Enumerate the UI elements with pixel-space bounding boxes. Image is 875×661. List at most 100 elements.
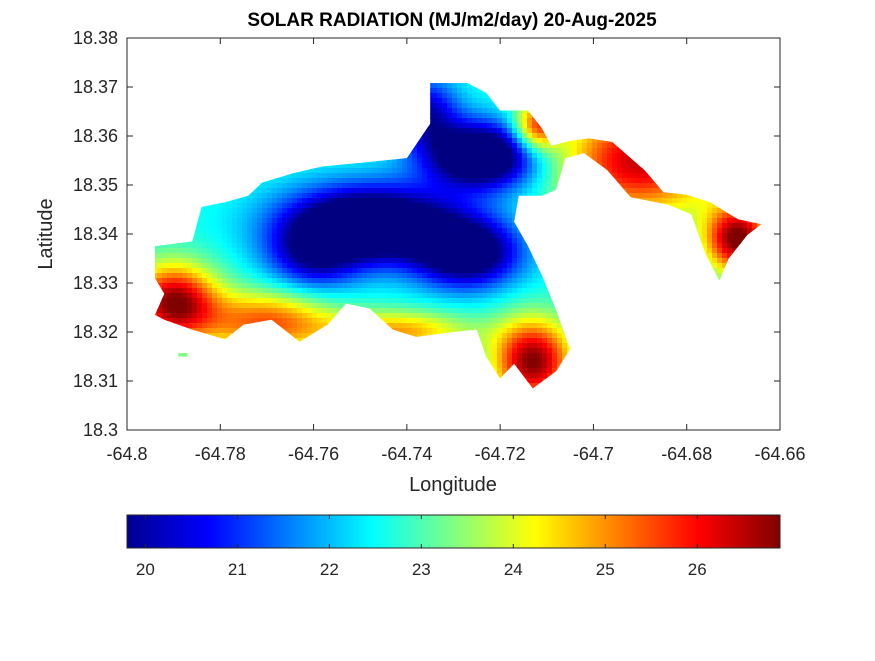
heatmap-cell bbox=[367, 263, 373, 269]
heatmap-cell bbox=[332, 313, 338, 319]
heatmap-cell bbox=[227, 253, 233, 259]
heatmap-cell bbox=[187, 318, 193, 324]
heatmap-cell bbox=[292, 323, 298, 329]
heatmap-cell bbox=[392, 193, 398, 199]
heatmap-cell bbox=[232, 258, 238, 264]
heatmap-cell bbox=[437, 273, 443, 279]
heatmap-cell bbox=[407, 328, 413, 334]
heatmap-cell bbox=[427, 288, 433, 294]
heatmap-cell bbox=[207, 308, 213, 314]
heatmap-cell bbox=[157, 278, 163, 284]
heatmap-cell bbox=[307, 298, 313, 304]
heatmap-cell bbox=[432, 118, 438, 124]
heatmap-cell bbox=[207, 233, 213, 239]
heatmap-cell bbox=[222, 323, 228, 329]
heatmap-cell bbox=[392, 253, 398, 259]
heatmap-cell bbox=[432, 288, 438, 294]
heatmap-cell bbox=[297, 218, 303, 224]
heatmap-cell bbox=[272, 313, 278, 319]
heatmap-cell bbox=[417, 218, 423, 224]
heatmap-cell bbox=[172, 248, 178, 254]
heatmap-cell bbox=[222, 273, 228, 279]
heatmap-cell bbox=[422, 253, 428, 259]
heatmap-cell bbox=[307, 173, 313, 179]
heatmap-cell bbox=[412, 253, 418, 259]
heatmap-cell bbox=[322, 168, 328, 174]
heatmap-cell bbox=[337, 218, 343, 224]
heatmap-cell bbox=[297, 303, 303, 309]
heatmap-cell bbox=[372, 168, 378, 174]
heatmap-cell bbox=[287, 308, 293, 314]
heatmap-cell bbox=[157, 268, 163, 274]
heatmap-cell bbox=[167, 248, 173, 254]
heatmap-cell bbox=[282, 248, 288, 254]
heatmap-cell bbox=[232, 303, 238, 309]
heatmap-cell bbox=[417, 163, 423, 169]
heatmap-cell bbox=[387, 258, 393, 264]
heatmap-cell bbox=[427, 328, 433, 334]
heatmap-cell bbox=[282, 293, 288, 299]
heatmap-cell bbox=[367, 163, 373, 169]
heatmap-cell bbox=[407, 248, 413, 254]
heatmap-cell bbox=[232, 283, 238, 289]
heatmap-cell bbox=[427, 228, 433, 234]
heatmap-cell bbox=[187, 253, 193, 259]
heatmap-cell bbox=[312, 268, 318, 274]
heatmap-cell bbox=[422, 223, 428, 229]
heatmap-cell bbox=[212, 278, 218, 284]
heatmap-cell bbox=[262, 303, 268, 309]
heatmap-cell bbox=[227, 303, 233, 309]
heatmap-cell bbox=[427, 178, 433, 184]
heatmap-cell bbox=[422, 263, 428, 269]
heatmap-cell bbox=[202, 278, 208, 284]
heatmap-cell bbox=[337, 283, 343, 289]
heatmap-cell bbox=[392, 183, 398, 189]
heatmap-cell bbox=[187, 268, 193, 274]
heatmap-cell bbox=[432, 193, 438, 199]
heatmap-cell bbox=[247, 243, 253, 249]
heatmap-cell bbox=[337, 308, 343, 314]
heatmap-cell bbox=[387, 213, 393, 219]
heatmap-cell bbox=[432, 218, 438, 224]
heatmap-cell bbox=[232, 268, 238, 274]
heatmap-cell bbox=[307, 313, 313, 319]
heatmap-cell bbox=[247, 218, 253, 224]
heatmap-cell bbox=[167, 288, 173, 294]
heatmap-cell bbox=[287, 248, 293, 254]
heatmap-cell bbox=[367, 278, 373, 284]
heatmap-cell bbox=[427, 138, 433, 144]
heatmap-cell bbox=[332, 288, 338, 294]
heatmap-cell bbox=[397, 223, 403, 229]
heatmap-cell bbox=[267, 218, 273, 224]
heatmap-cell bbox=[222, 248, 228, 254]
heatmap-cell bbox=[197, 233, 203, 239]
heatmap-cell bbox=[397, 243, 403, 249]
heatmap-cell bbox=[367, 288, 373, 294]
heatmap-cell bbox=[297, 323, 303, 329]
heatmap-cell bbox=[347, 183, 353, 189]
heatmap-cell bbox=[382, 158, 388, 164]
heatmap-cell bbox=[272, 263, 278, 269]
heatmap-cell bbox=[287, 188, 293, 194]
heatmap-cell bbox=[407, 158, 413, 164]
heatmap-cell bbox=[422, 298, 428, 304]
heatmap-cell bbox=[412, 218, 418, 224]
heatmap-cell bbox=[362, 278, 368, 284]
heatmap-cell bbox=[437, 168, 443, 174]
heatmap-cell bbox=[417, 198, 423, 204]
heatmap-cell bbox=[222, 238, 228, 244]
heatmap-cell bbox=[422, 183, 428, 189]
heatmap-cell bbox=[272, 258, 278, 264]
heatmap-cell bbox=[362, 283, 368, 289]
heatmap-cell bbox=[337, 208, 343, 214]
heatmap-cell bbox=[172, 283, 178, 289]
heatmap-cell bbox=[287, 283, 293, 289]
heatmap-cell bbox=[232, 253, 238, 259]
heatmap-cell bbox=[432, 273, 438, 279]
heatmap-cell bbox=[412, 163, 418, 169]
heatmap-cell bbox=[372, 173, 378, 179]
heatmap-cell bbox=[402, 318, 408, 324]
heatmap-cell bbox=[177, 318, 183, 324]
heatmap-cell bbox=[317, 248, 323, 254]
heatmap-cell bbox=[212, 258, 218, 264]
